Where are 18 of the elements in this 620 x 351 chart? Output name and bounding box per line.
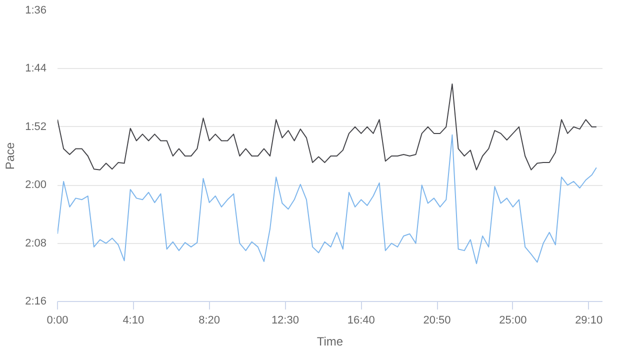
x-axis-title: Time [316, 334, 344, 348]
y-axis-title: Pace [3, 142, 18, 170]
y-tick-label: 1:44 [25, 62, 47, 75]
x-tick-label: 0:00 [46, 314, 68, 326]
y-tick-label: 2:08 [25, 237, 47, 250]
x-tick-label: 29:10 [575, 314, 603, 326]
x-tick-label: 12:30 [271, 314, 299, 326]
line-series [58, 83, 597, 170]
y-tick-label: 1:36 [25, 4, 47, 16]
y-tick-label: 2:00 [25, 179, 47, 192]
x-tick-label: 8:20 [198, 314, 220, 326]
x-tick-label: 25:00 [499, 314, 527, 326]
y-tick-label: 2:16 [25, 296, 47, 308]
x-tick-label: 4:10 [122, 314, 144, 326]
line-series [58, 134, 597, 264]
x-tick-label: 20:50 [423, 314, 451, 326]
x-tick-label: 16:40 [347, 314, 375, 326]
y-tick-label: 1:52 [25, 120, 47, 133]
